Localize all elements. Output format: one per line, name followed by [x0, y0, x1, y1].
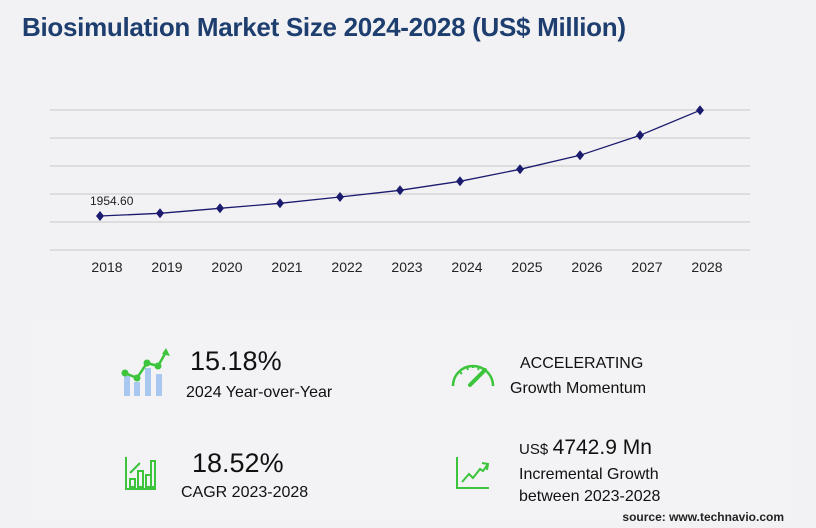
growth-chart-icon	[121, 348, 170, 396]
cagr-value: 18.52%	[192, 448, 284, 478]
yoy-label: 2024 Year-over-Year	[186, 384, 333, 401]
momentum-value: ACCELERATING	[520, 355, 644, 372]
yoy-value: 15.18%	[190, 346, 282, 376]
data-point	[96, 211, 104, 222]
x-tick-label: 2018	[91, 259, 122, 275]
data-point	[216, 203, 224, 214]
x-tick-label: 2025	[511, 259, 542, 275]
incremental-growth: US$ 4742.9 Mn	[519, 436, 652, 460]
data-point	[396, 185, 404, 196]
data-point	[456, 176, 464, 187]
incremental-label-2: between 2023-2028	[519, 488, 661, 505]
data-point	[336, 191, 344, 202]
series-line	[99, 109, 701, 217]
x-tick-label: 2020	[211, 259, 242, 275]
data-point	[156, 208, 164, 219]
data-point	[576, 150, 584, 161]
x-tick-label: 2026	[571, 259, 602, 275]
line-chart: 2018 2019 2020 2021 2022 2023 2024 2025 2026 2027…	[50, 105, 750, 275]
bar-chart-icon	[125, 457, 156, 490]
data-point	[516, 164, 524, 175]
stats-panel	[30, 322, 790, 518]
trend-up-icon	[456, 457, 490, 489]
incremental-value: 4742.9 Mn	[552, 436, 652, 459]
data-point	[276, 198, 284, 209]
cagr-label: CAGR 2023-2028	[181, 484, 309, 501]
data-point	[636, 130, 644, 141]
x-tick-label: 2024	[451, 259, 482, 275]
x-tick-label: 2027	[631, 259, 662, 275]
data-point	[696, 105, 704, 116]
x-tick-label: 2028	[691, 259, 722, 275]
x-tick-label: 2022	[331, 259, 362, 275]
incremental-label-1: Incremental Growth	[519, 466, 659, 483]
x-tick-label: 2023	[391, 259, 422, 275]
speedometer-icon	[451, 364, 495, 387]
x-tick-label: 2019	[151, 259, 182, 275]
source-credit: source: www.technavio.com	[622, 510, 784, 524]
x-tick-label: 2021	[271, 259, 302, 275]
currency-label: US$	[519, 441, 549, 458]
momentum-label: Growth Momentum	[510, 380, 647, 397]
data-label: 1954.60	[90, 194, 134, 208]
chart-title: Biosimulation Market Size 2024-2028 (US$…	[22, 12, 626, 42]
